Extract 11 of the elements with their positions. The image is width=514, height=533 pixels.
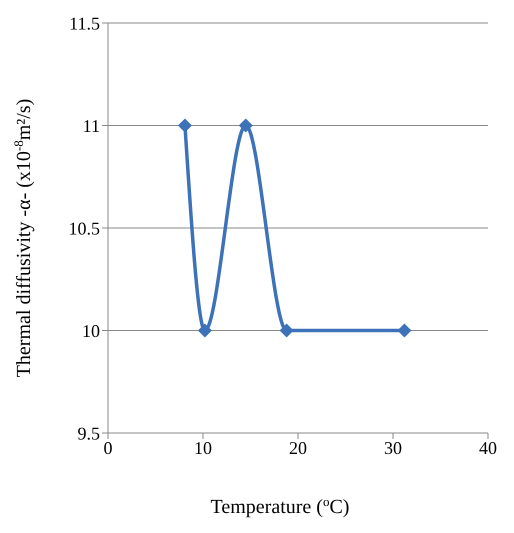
y-tick-label: 11 bbox=[82, 116, 100, 136]
y-tick-label: 9.5 bbox=[78, 423, 100, 444]
y-tick-label: 10.5 bbox=[68, 218, 100, 238]
x-tick-label: 20 bbox=[289, 438, 307, 458]
y-tick-label: 10 bbox=[82, 320, 100, 341]
x-tick-label: 40 bbox=[479, 438, 497, 458]
x-tick-label: 30 bbox=[384, 438, 402, 458]
x-axis-title: Temperature ($^{o}$C) bbox=[210, 494, 350, 518]
x-tick-label: 10 bbox=[194, 438, 212, 458]
y-tick-label: 11.5 bbox=[69, 13, 100, 34]
x-tick-label: 0 bbox=[104, 438, 112, 458]
